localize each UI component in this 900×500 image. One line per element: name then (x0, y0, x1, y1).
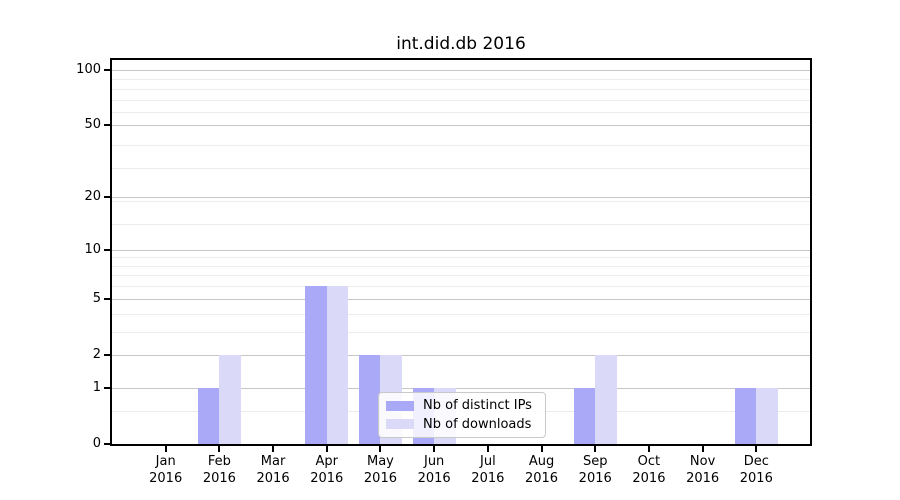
x-tick-mark (218, 446, 221, 452)
gridline-major (112, 298, 810, 300)
chart-title: int.did.db 2016 (396, 34, 526, 54)
y-tick-mark (104, 196, 110, 199)
x-tick-mark (272, 446, 275, 452)
y-tick-mark (104, 386, 110, 389)
x-tick-mark (164, 446, 167, 452)
bar-downloads-sep (595, 354, 617, 444)
y-tick-mark (104, 297, 110, 300)
x-tick-mark (647, 446, 650, 452)
y-tick-mark (104, 248, 110, 251)
x-tick-label: Apr 2016 (310, 454, 344, 486)
gridline-minor (112, 88, 810, 90)
y-tick-label: 1 (92, 379, 101, 395)
x-tick-label: May 2016 (363, 454, 397, 486)
y-tick-label: 10 (84, 241, 101, 257)
gridline-minor (112, 224, 810, 226)
gridline-minor (112, 144, 810, 146)
legend-item: Nb of downloads (386, 417, 539, 432)
x-tick-mark (540, 446, 543, 452)
bar-downloads-dec (756, 387, 778, 444)
x-tick-label: Feb 2016 (202, 454, 236, 486)
bar-distinct-ips-sep (573, 387, 596, 444)
legend-item: Nb of distinct IPs (386, 398, 539, 413)
x-tick-mark (486, 446, 489, 452)
y-tick-mark (104, 443, 110, 445)
x-tick-label: Mar 2016 (256, 454, 290, 486)
gridline-major (112, 387, 810, 389)
gridline-minor (112, 313, 810, 315)
y-tick-label: 5 (92, 290, 101, 306)
legend-swatch-downloads (386, 419, 414, 430)
gridline-minor (112, 99, 810, 101)
y-tick-label: 100 (76, 61, 101, 77)
bar-distinct-ips-feb (197, 387, 220, 444)
gridline-major (112, 354, 810, 356)
y-tick-label: 50 (84, 117, 101, 133)
gridline-minor (112, 257, 810, 259)
x-tick-label: Nov 2016 (686, 454, 720, 486)
y-tick-mark (104, 68, 110, 71)
gridline-major (112, 249, 810, 251)
gridline-minor (112, 168, 810, 170)
x-tick-mark (755, 446, 758, 452)
gridline-minor (112, 275, 810, 277)
x-tick-label: Jan 2016 (149, 454, 183, 486)
bar-distinct-ips-apr (305, 286, 327, 444)
y-tick-label: 2 (92, 346, 101, 362)
gridline-minor (112, 286, 810, 288)
gridline-minor (112, 331, 810, 333)
bar-downloads-feb (219, 354, 241, 444)
x-tick-label: Aug 2016 (524, 454, 559, 486)
gridline-minor (112, 265, 810, 267)
x-tick-label: Sep 2016 (578, 454, 612, 486)
bar-distinct-ips-dec (734, 387, 757, 444)
bar-distinct-ips-may (358, 354, 381, 444)
x-tick-label: Dec 2016 (739, 454, 773, 486)
gridline-minor (112, 112, 810, 114)
y-tick-label: 20 (84, 189, 101, 205)
gridline-minor (112, 79, 810, 81)
y-tick-mark (104, 353, 110, 356)
bar-downloads-apr (326, 286, 349, 444)
x-tick-mark (594, 446, 597, 452)
x-tick-label: Jun 2016 (417, 454, 451, 486)
legend: Nb of distinct IPs Nb of downloads (378, 392, 546, 438)
gridline-major (112, 69, 810, 71)
legend-label: Nb of downloads (423, 416, 532, 432)
x-tick-mark (325, 446, 328, 452)
plot-area (110, 58, 812, 446)
gridline-major (112, 125, 810, 127)
legend-swatch-distinct-ips (386, 400, 414, 411)
legend-label: Nb of distinct IPs (423, 398, 532, 414)
gridline-major (112, 197, 810, 199)
y-tick-mark (104, 124, 110, 127)
y-tick-label: 0 (92, 436, 101, 451)
x-tick-label: Oct 2016 (632, 454, 666, 486)
x-tick-label: Jul 2016 (471, 454, 505, 486)
x-tick-mark (379, 446, 382, 452)
x-tick-mark (701, 446, 704, 452)
gridline-minor (112, 201, 810, 203)
x-tick-mark (433, 446, 436, 452)
